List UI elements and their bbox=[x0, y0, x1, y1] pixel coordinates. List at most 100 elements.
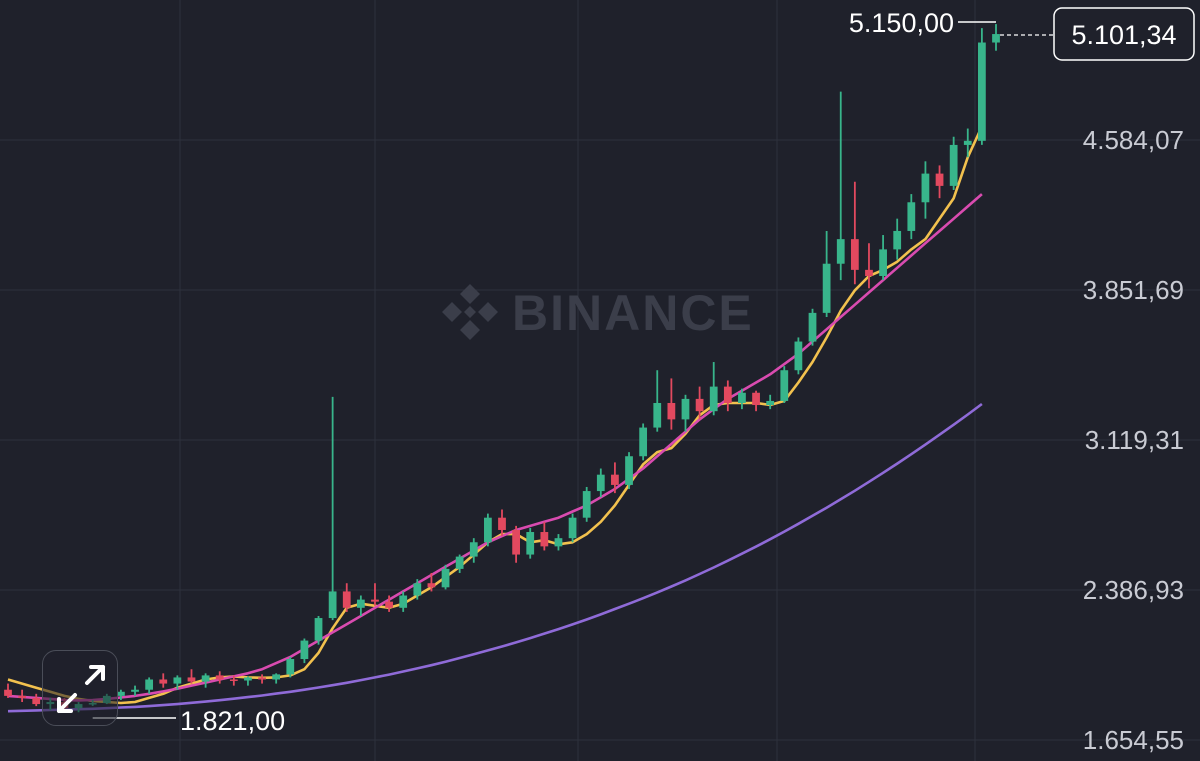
candle-body bbox=[667, 402, 676, 420]
candle bbox=[822, 230, 831, 317]
candle bbox=[766, 394, 775, 410]
candle-body bbox=[695, 398, 704, 412]
candle bbox=[978, 28, 986, 145]
candle bbox=[300, 638, 309, 664]
low-price-label: 1.821,00 bbox=[180, 706, 285, 736]
y-tick-label: 4.584,07 bbox=[1083, 125, 1184, 155]
candle-body bbox=[949, 144, 958, 186]
y-tick-label: 1.654,55 bbox=[1083, 725, 1184, 755]
candle-body bbox=[399, 595, 408, 608]
candle-body bbox=[865, 269, 873, 277]
candle-body bbox=[879, 249, 887, 277]
candle-body bbox=[131, 689, 139, 692]
candle bbox=[4, 683, 12, 698]
candle-body bbox=[836, 239, 845, 264]
candle bbox=[201, 673, 210, 688]
candle bbox=[159, 673, 168, 688]
candle bbox=[371, 583, 379, 606]
candle-body bbox=[441, 568, 450, 588]
candle-body bbox=[371, 599, 379, 602]
candle-body bbox=[582, 491, 591, 518]
candlesticks bbox=[4, 24, 1000, 713]
candle-body bbox=[978, 42, 986, 141]
candle-body bbox=[752, 392, 760, 406]
candle-body bbox=[512, 529, 520, 555]
candle bbox=[611, 462, 619, 494]
candle-body bbox=[808, 312, 817, 342]
ma-line-ma-short bbox=[7, 125, 984, 705]
candle bbox=[921, 161, 930, 219]
candle-body bbox=[921, 173, 930, 203]
candle-body bbox=[342, 591, 351, 608]
candle-body bbox=[907, 202, 916, 231]
candle bbox=[356, 595, 365, 616]
candle bbox=[413, 579, 422, 600]
candle-body bbox=[780, 370, 789, 401]
candle bbox=[723, 380, 732, 412]
candle-body bbox=[455, 556, 464, 569]
candle-body bbox=[173, 677, 182, 684]
candle-body bbox=[526, 532, 535, 555]
candle-body bbox=[286, 659, 295, 675]
candle bbox=[893, 218, 902, 260]
candle-body bbox=[498, 517, 506, 530]
candle-body bbox=[596, 474, 605, 492]
candle-body bbox=[300, 640, 309, 660]
candle bbox=[187, 669, 196, 684]
candle bbox=[695, 386, 704, 420]
candle-body bbox=[201, 675, 210, 682]
candle-body bbox=[963, 140, 972, 145]
ma-line-ma-mid bbox=[7, 193, 983, 702]
binance-watermark: BINANCE bbox=[512, 285, 754, 341]
candle bbox=[625, 452, 633, 490]
candle bbox=[258, 674, 266, 684]
candle bbox=[526, 527, 535, 559]
candle bbox=[865, 243, 873, 289]
candle bbox=[582, 486, 591, 522]
candle-body bbox=[554, 538, 563, 547]
candle bbox=[639, 423, 648, 461]
candle bbox=[738, 388, 746, 410]
candle bbox=[272, 673, 281, 684]
candle bbox=[469, 538, 478, 563]
candle bbox=[540, 521, 549, 551]
candle-body bbox=[639, 427, 648, 457]
candle bbox=[328, 396, 337, 621]
candle bbox=[244, 676, 252, 686]
candle bbox=[399, 591, 408, 612]
price-annotations: 5.150,00 1.821,00 5.101,34 bbox=[92, 7, 1195, 736]
candle-body bbox=[992, 34, 1000, 43]
binance-logo-icon bbox=[442, 284, 498, 340]
candle bbox=[554, 534, 563, 551]
candle-body bbox=[385, 601, 393, 608]
candle-body bbox=[681, 398, 690, 420]
candle-body bbox=[244, 677, 252, 681]
y-axis-ticks: 4.584,07 3.851,69 3.119,31 2.386,93 1.654,55 bbox=[1083, 125, 1184, 755]
high-price-label: 5.150,00 bbox=[849, 8, 954, 38]
candle-body bbox=[611, 474, 619, 485]
last-price-label: 5.101,34 bbox=[1071, 20, 1176, 50]
candle-body bbox=[314, 618, 323, 641]
candle-body bbox=[356, 599, 365, 608]
candle-body bbox=[568, 517, 577, 539]
candle-body bbox=[709, 386, 718, 412]
candle bbox=[215, 671, 224, 684]
expand-button[interactable] bbox=[42, 650, 118, 726]
candle bbox=[879, 235, 887, 281]
candle bbox=[145, 677, 154, 694]
expand-arrows-icon bbox=[57, 665, 105, 713]
candle bbox=[752, 390, 760, 412]
candle-body bbox=[258, 677, 266, 680]
candle-body bbox=[766, 400, 775, 406]
candle bbox=[963, 128, 972, 158]
candle-body bbox=[625, 456, 633, 485]
candle-body bbox=[484, 517, 492, 543]
candle bbox=[568, 513, 577, 543]
candle-body bbox=[469, 542, 478, 557]
candle-body bbox=[32, 697, 41, 705]
candle bbox=[596, 468, 605, 498]
candle-body bbox=[215, 675, 224, 680]
candle-body bbox=[272, 674, 281, 680]
